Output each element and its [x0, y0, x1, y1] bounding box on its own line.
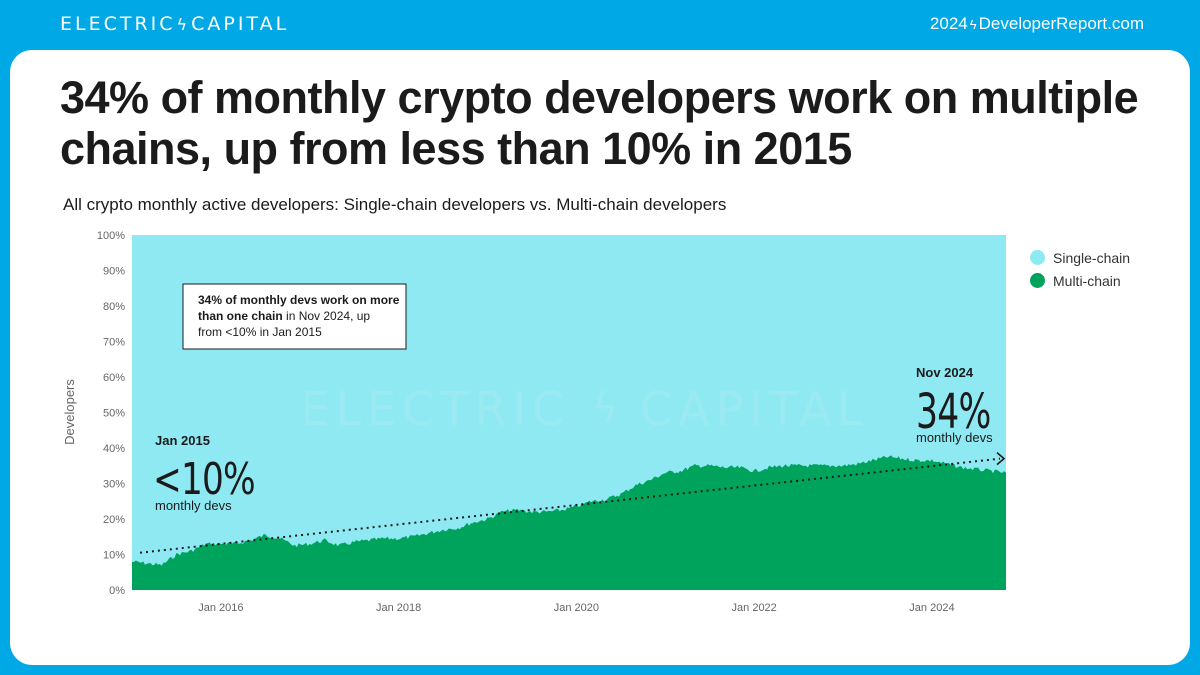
multi-chain-area [132, 455, 1006, 590]
watermark-left: ELECTRIC [300, 382, 570, 436]
brand-left: ELECTRIC [60, 13, 176, 35]
x-axis-ticks: Jan 2016 Jan 2018 Jan 2020 Jan 2022 Jan 2024 [198, 602, 954, 614]
brand-logo: ELECTRICϟCAPITAL [60, 13, 289, 35]
end-value: 34% [916, 383, 991, 439]
top-bar: ELECTRICϟCAPITAL 2024 ϟ DeveloperReport.co… [0, 0, 1200, 50]
headline: 34% of monthly crypto developers work on… [60, 72, 1139, 174]
x-tick-label: Jan 2016 [198, 602, 243, 614]
watermark-bolt-icon: ϟ [591, 384, 619, 433]
content-card: 34% of monthly crypto developers work on… [10, 50, 1190, 665]
y-tick-label: 90% [103, 266, 125, 278]
y-tick-label: 40% [103, 443, 125, 455]
y-tick-label: 0% [109, 585, 125, 597]
legend-swatch-single [1030, 250, 1045, 265]
legend-label-multi: Multi-chain [1053, 272, 1121, 289]
trend-line [139, 457, 1001, 554]
chart-title: All crypto monthly active developers: Si… [63, 195, 727, 214]
bolt-icon: ϟ [176, 15, 191, 34]
bolt-small-icon: ϟ [969, 17, 977, 32]
end-label: Nov 2024 [916, 365, 974, 380]
start-label: Jan 2015 [155, 433, 210, 448]
y-tick-label: 50% [103, 408, 125, 420]
site-year: 2024 [929, 14, 968, 33]
annotation-bold-line1: 34% of monthly devs work on more [198, 293, 400, 307]
annotation-box: 34% of monthly devs work on more than on… [182, 283, 407, 350]
end-unit: monthly devs [916, 430, 993, 445]
x-tick-label: Jan 2024 [909, 602, 954, 614]
legend-swatch-multi [1030, 273, 1045, 288]
y-axis-label: Developers [62, 379, 77, 445]
x-tick-label: Jan 2022 [732, 602, 777, 614]
start-unit: monthly devs [155, 498, 232, 513]
chart: 0% 10% 20% 30% 40% 50% 60% 70% 80% 90% 100% Develo… [62, 230, 1006, 614]
y-tick-label: 100% [97, 230, 125, 242]
y-tick-label: 80% [103, 301, 125, 313]
start-value: <10% [153, 454, 255, 505]
y-tick-label: 60% [103, 372, 125, 384]
watermark-right: CAPITAL [640, 382, 869, 436]
x-tick-label: Jan 2020 [554, 602, 599, 614]
site-link[interactable]: 2024 ϟ DeveloperReport.com [930, 14, 1144, 34]
y-tick-label: 10% [103, 550, 125, 562]
x-tick-label: Jan 2018 [376, 602, 421, 614]
brand-right: CAPITAL [191, 13, 290, 35]
legend-item-multi-chain[interactable]: Multi-chain [1030, 269, 1130, 292]
y-axis-ticks: 0% 10% 20% 30% 40% 50% 60% 70% 80% 90% 100% [97, 230, 125, 597]
site-domain: DeveloperReport.com [978, 14, 1144, 33]
legend: Single-chain Multi-chain [1030, 246, 1130, 292]
legend-item-single-chain[interactable]: Single-chain [1030, 246, 1130, 269]
annotation-line3: from <10% in Jan 2015 [198, 325, 322, 339]
y-tick-label: 70% [103, 337, 125, 349]
watermark: ELECTRIC ϟ CAPITAL [300, 382, 869, 436]
y-tick-label: 20% [103, 514, 125, 526]
y-tick-label: 30% [103, 479, 125, 491]
legend-label-single: Single-chain [1053, 249, 1131, 266]
trend-arrow-icon [996, 452, 1006, 466]
svg-text:34% of monthly devs work on mo: 34% of monthly devs work on more than on… [198, 293, 403, 339]
annotation-line2: than one chain in Nov 2024, up [198, 309, 370, 323]
